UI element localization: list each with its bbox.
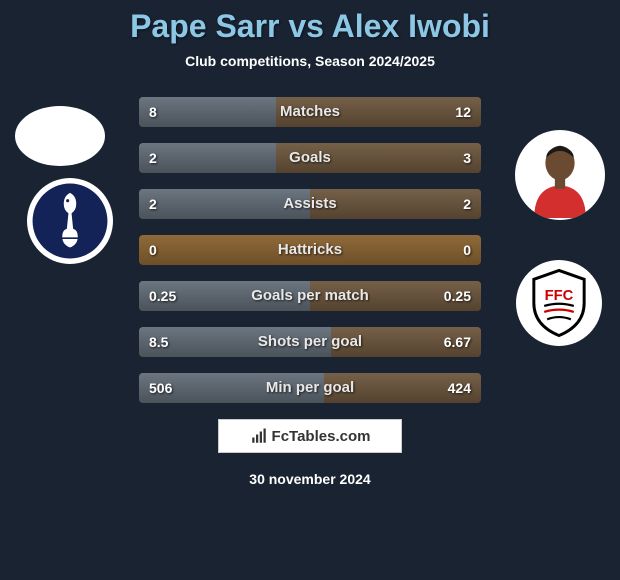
club-left-crest — [27, 178, 113, 264]
player-left-avatar — [15, 106, 105, 166]
player-right-avatar-icon — [517, 132, 603, 218]
comparison-infographic: Pape Sarr vs Alex Iwobi Club competition… — [0, 0, 620, 580]
stat-label: Matches — [139, 97, 481, 127]
stat-row: 506424Min per goal — [139, 373, 481, 403]
stats-bars: 812Matches 23Goals 22Assists 00Hattricks 0.2… — [139, 97, 481, 403]
date-text: 30 november 2024 — [0, 471, 620, 487]
stat-label: Assists — [139, 189, 481, 219]
chart-icon — [250, 427, 268, 445]
fulham-crest-icon: FFC — [522, 266, 596, 340]
player-right-avatar — [515, 130, 605, 220]
stat-label: Goals per match — [139, 281, 481, 311]
brand-badge: FcTables.com — [218, 419, 402, 453]
stat-row: 23Goals — [139, 143, 481, 173]
stat-row: 00Hattricks — [139, 235, 481, 265]
stat-label: Hattricks — [139, 235, 481, 265]
tottenham-crest-icon — [31, 182, 109, 260]
subtitle: Club competitions, Season 2024/2025 — [0, 53, 620, 69]
svg-text:FFC: FFC — [545, 288, 574, 304]
brand-text: FcTables.com — [272, 428, 371, 445]
stat-label: Shots per goal — [139, 327, 481, 357]
page-title: Pape Sarr vs Alex Iwobi — [0, 8, 620, 45]
club-right-crest: FFC — [516, 260, 602, 346]
stat-label: Min per goal — [139, 373, 481, 403]
stat-row: 0.250.25Goals per match — [139, 281, 481, 311]
stat-row: 8.56.67Shots per goal — [139, 327, 481, 357]
stat-row: 22Assists — [139, 189, 481, 219]
stat-row: 812Matches — [139, 97, 481, 127]
stat-label: Goals — [139, 143, 481, 173]
